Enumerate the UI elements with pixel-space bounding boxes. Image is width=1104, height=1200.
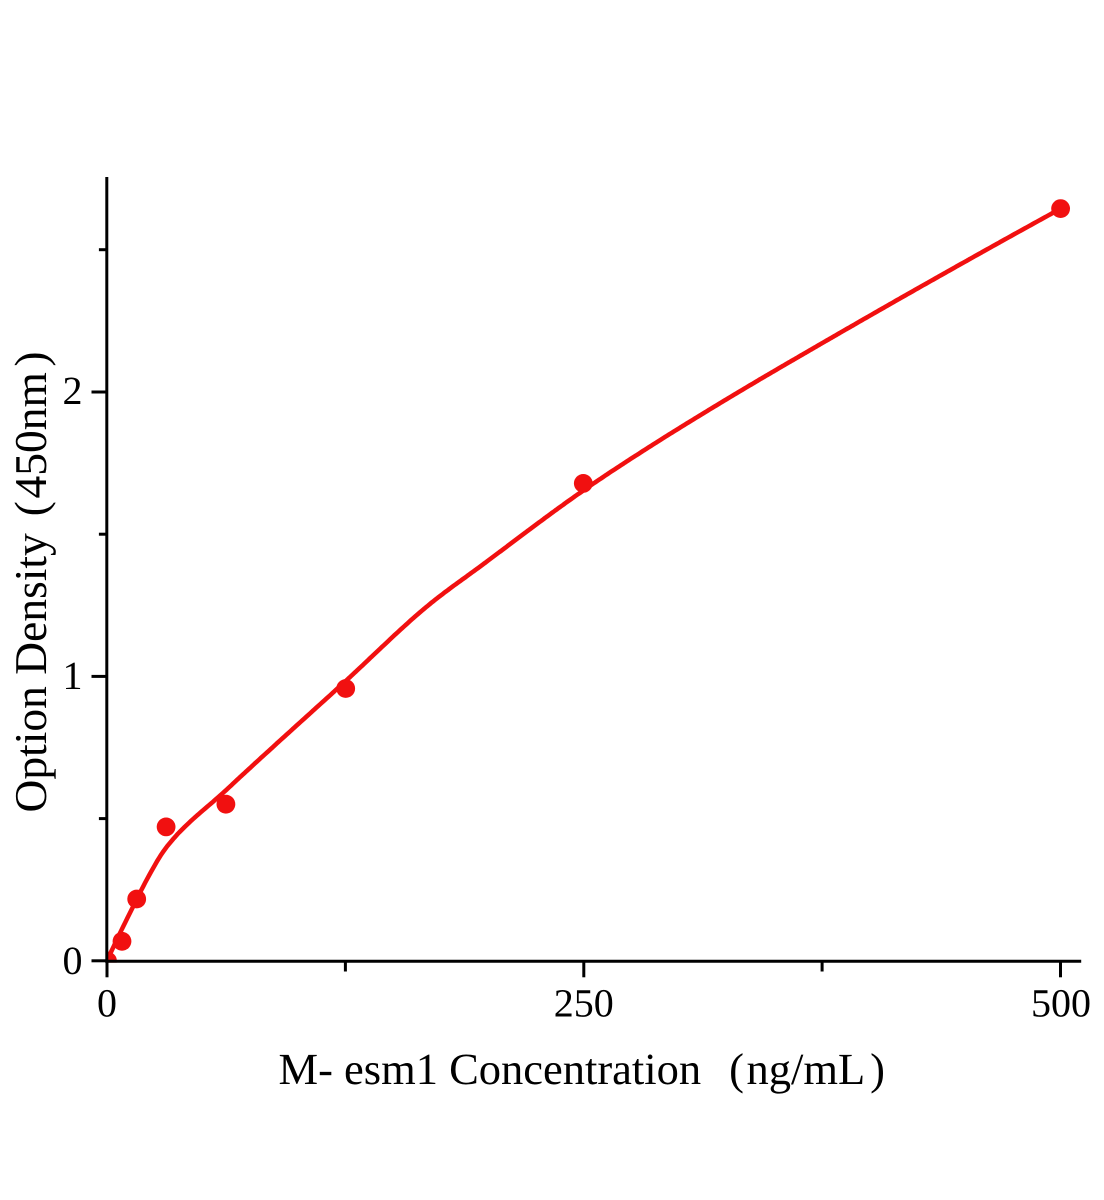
svg-text:0: 0 (97, 981, 117, 1026)
svg-text:Option Density(450nm): Option Density(450nm) (5, 351, 56, 812)
svg-text:0: 0 (63, 938, 83, 983)
svg-text:500: 500 (1031, 981, 1091, 1026)
svg-text:2: 2 (63, 368, 83, 413)
svg-text:1: 1 (63, 653, 83, 698)
svg-text:M- esm1 Concentration(ng/mL): M- esm1 Concentration (ng/mL) (279, 1044, 886, 1094)
svg-text:250: 250 (554, 981, 614, 1026)
